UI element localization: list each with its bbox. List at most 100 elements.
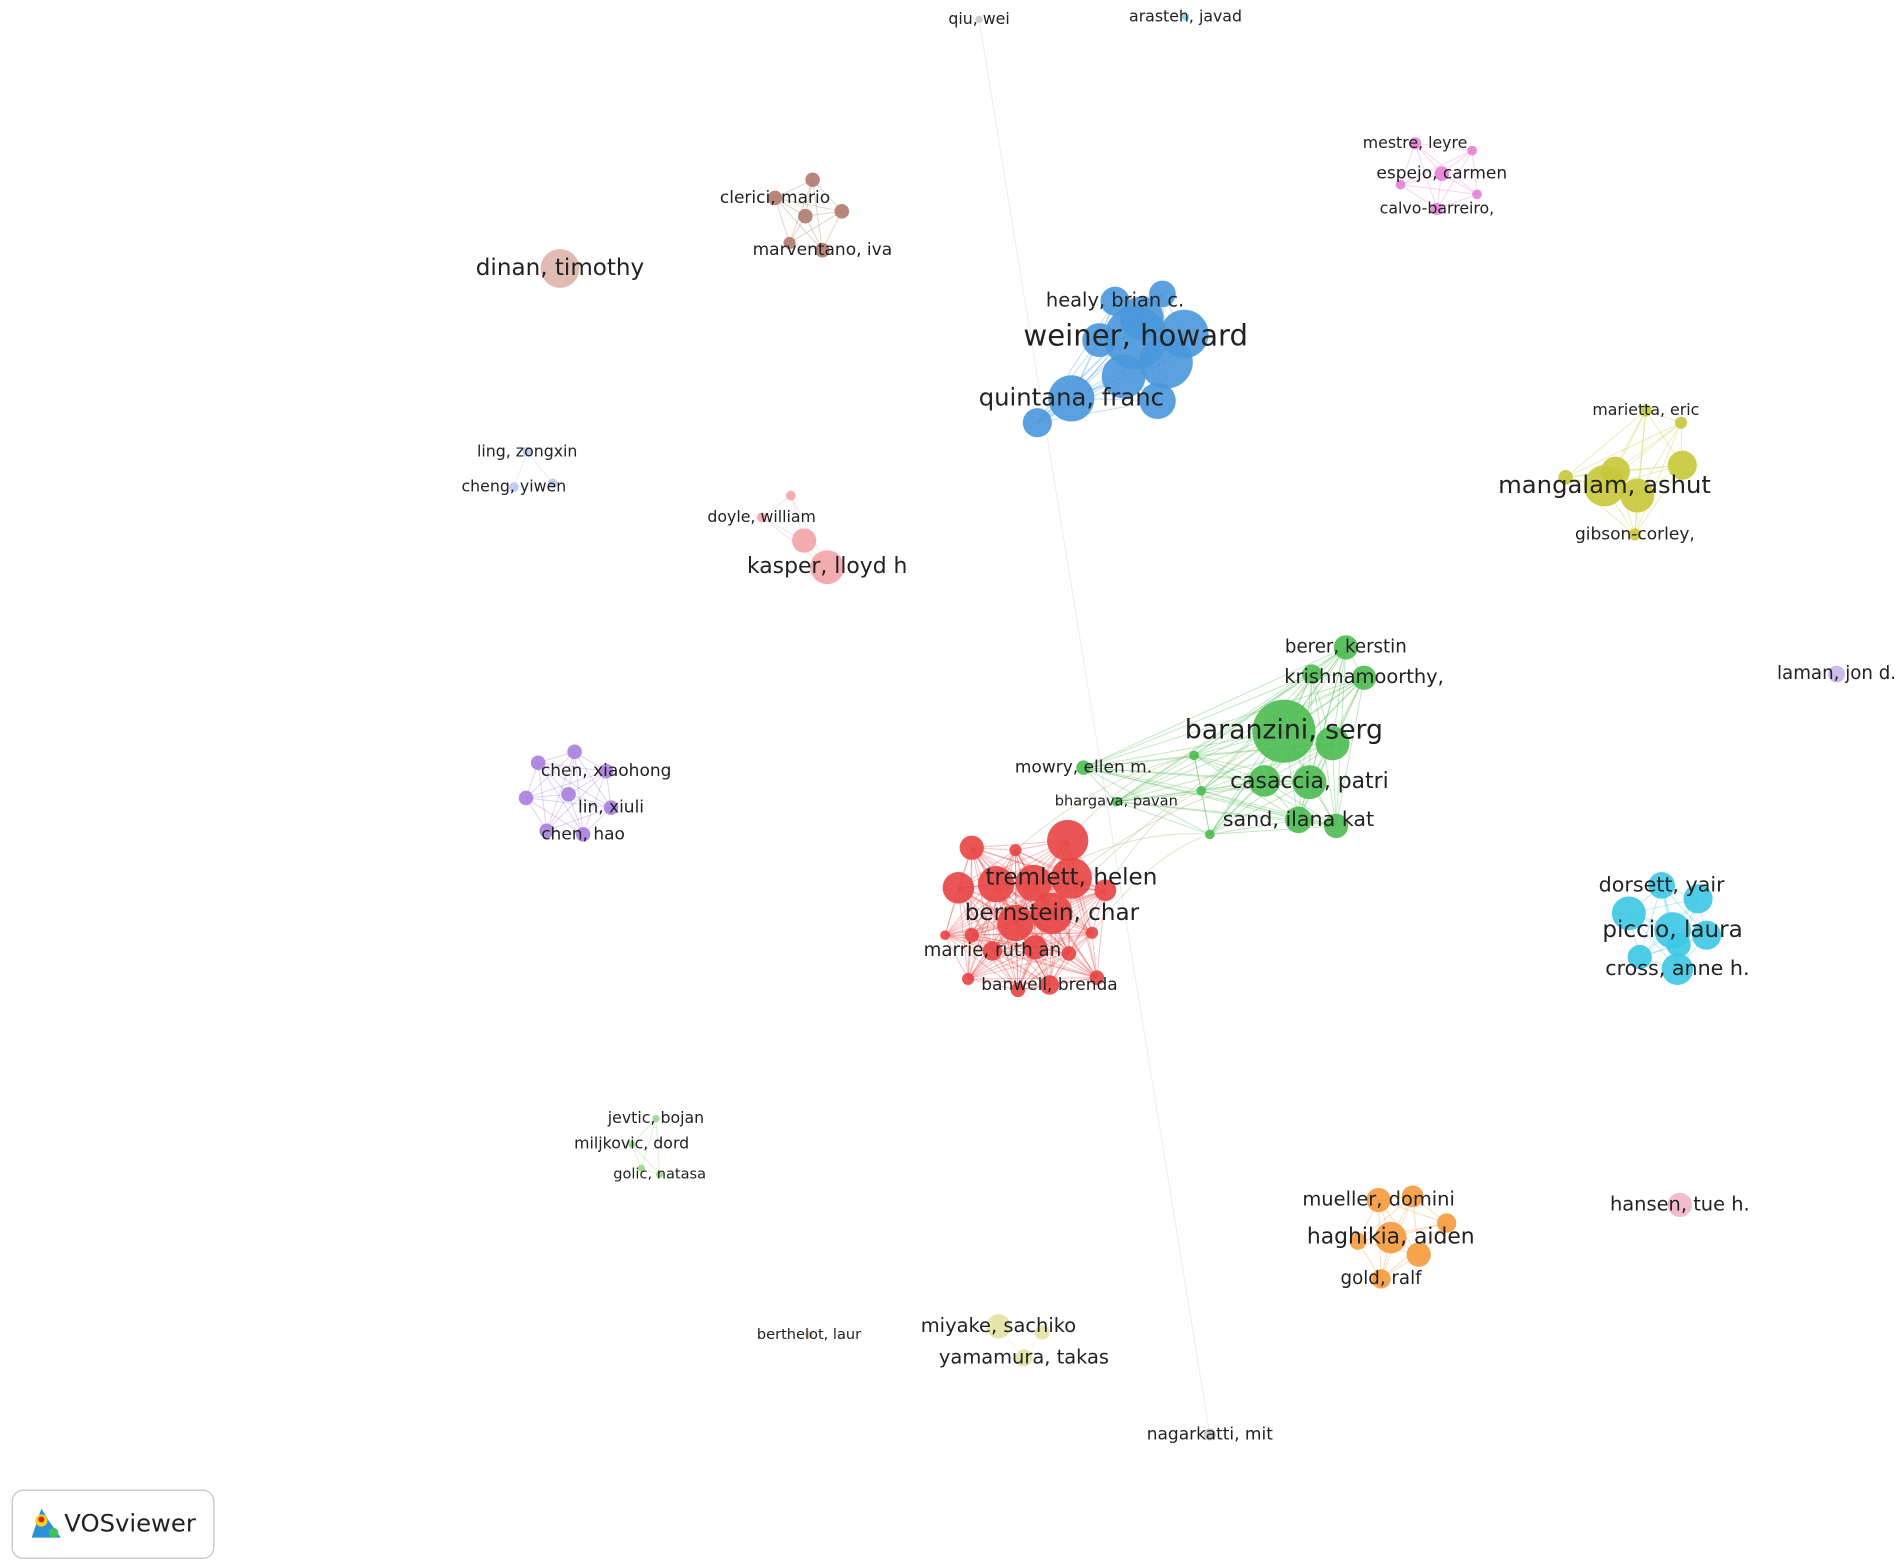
node	[1189, 750, 1199, 761]
node	[1648, 872, 1675, 899]
node-label: gibson-corley,	[1575, 524, 1695, 544]
node-label: calvo-barreiro,	[1380, 198, 1495, 217]
node-label: qiu, wei	[948, 9, 1009, 28]
edge	[1116, 755, 1195, 803]
node	[1628, 528, 1641, 541]
edge	[971, 847, 1019, 991]
edge	[1308, 647, 1347, 783]
node	[964, 927, 980, 943]
edge	[1645, 410, 1682, 424]
edge	[944, 934, 1050, 986]
node	[1333, 635, 1358, 660]
edge	[1400, 143, 1416, 185]
node	[986, 1314, 1011, 1339]
node-label: krishnamoorthy,	[1284, 665, 1444, 688]
edge	[1201, 790, 1299, 821]
node	[1467, 145, 1478, 156]
node	[1181, 13, 1190, 21]
edge	[971, 934, 1019, 991]
node	[575, 827, 591, 842]
node-label: marrie, ruth an	[924, 940, 1062, 961]
node	[1039, 975, 1060, 995]
node	[1149, 280, 1176, 308]
edge	[631, 1143, 660, 1175]
edge	[526, 451, 554, 484]
edge	[968, 978, 1019, 991]
edge	[1068, 890, 1106, 954]
node	[1401, 1185, 1424, 1208]
node-label: mueller, domini	[1302, 1187, 1454, 1210]
edge	[1015, 849, 1093, 934]
edge	[1017, 953, 1070, 991]
edge	[1096, 890, 1106, 978]
edge	[1471, 150, 1478, 195]
node	[1315, 726, 1350, 761]
node	[1204, 829, 1215, 840]
node-label: haghikia, aiden	[1307, 1225, 1475, 1250]
node	[1203, 1428, 1216, 1441]
node-label: tremlett, helen	[985, 865, 1157, 891]
node	[959, 835, 984, 860]
edge	[968, 977, 1097, 980]
node-label: hansen, tue h.	[1610, 1192, 1750, 1215]
edge	[1565, 410, 1647, 478]
edge	[1436, 150, 1473, 210]
node	[997, 904, 1034, 942]
node	[810, 550, 845, 585]
node	[1371, 1269, 1391, 1289]
edge	[944, 934, 969, 980]
edge	[537, 762, 612, 809]
logo-frame	[11, 1489, 215, 1560]
node	[1094, 879, 1117, 902]
node-label: yamamura, takas	[939, 1345, 1109, 1368]
node	[1009, 844, 1022, 857]
node-label: jevtic, bojan	[607, 1108, 704, 1127]
edge	[1209, 825, 1337, 835]
edge	[631, 1118, 657, 1145]
node	[1472, 189, 1482, 200]
node	[1667, 1192, 1692, 1217]
edge	[789, 210, 843, 244]
edge	[537, 762, 569, 795]
node	[1828, 665, 1846, 683]
edge	[1091, 932, 1098, 978]
edge	[631, 1143, 642, 1169]
node	[1292, 765, 1327, 800]
edge	[1083, 767, 1265, 782]
node	[756, 512, 767, 523]
node	[1010, 982, 1026, 998]
edge	[582, 771, 607, 835]
node	[1047, 819, 1089, 862]
node	[815, 242, 830, 258]
edge	[971, 934, 1070, 954]
node-label: gold, ralf	[1341, 1268, 1423, 1289]
node	[1583, 465, 1626, 507]
node	[1654, 912, 1691, 949]
node	[977, 865, 1015, 903]
edge	[967, 946, 1036, 980]
node	[1374, 1221, 1407, 1254]
node	[561, 787, 576, 802]
node	[805, 172, 820, 188]
edge	[1015, 754, 1195, 851]
node	[530, 755, 546, 771]
edge	[513, 482, 553, 488]
node	[1050, 857, 1092, 899]
edge	[1104, 790, 1202, 891]
logo-box: VOSviewer	[11, 1489, 215, 1560]
edge	[1193, 754, 1310, 783]
node-label: berer, kerstin	[1285, 636, 1407, 657]
node	[539, 823, 554, 839]
edge	[525, 770, 607, 799]
edge	[546, 770, 607, 832]
edge	[1209, 781, 1310, 835]
edge	[774, 197, 791, 244]
node	[1252, 699, 1316, 763]
node-label: weiner, howard	[1023, 319, 1248, 353]
edge	[1116, 790, 1202, 803]
edge	[1335, 677, 1365, 826]
edge	[1083, 767, 1211, 835]
edge	[574, 751, 584, 835]
node-label: chen, xiaohong	[541, 761, 672, 781]
edge	[1209, 673, 1313, 835]
